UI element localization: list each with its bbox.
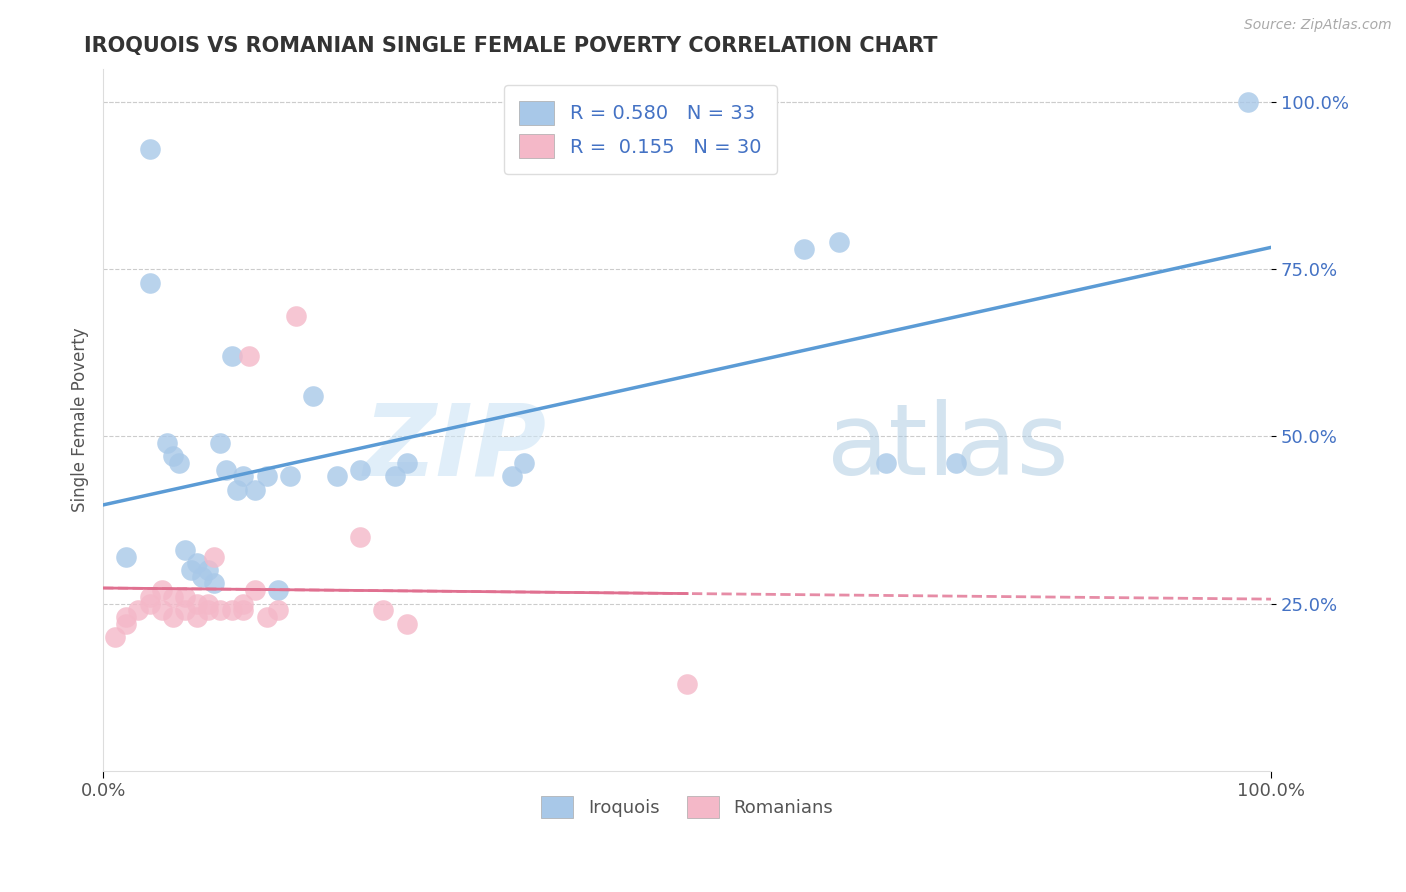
Point (278, 469, 301, 483)
Point (232, 597, 254, 611)
Point (191, 570, 214, 584)
Point (512, 456, 534, 470)
Point (173, 590, 195, 604)
Point (395, 456, 418, 470)
Point (267, 583, 290, 598)
Point (676, 677, 699, 691)
Point (1236, 95, 1258, 109)
Point (384, 469, 406, 483)
Text: IROQUOIS VS ROMANIAN SINGLE FEMALE POVERTY CORRELATION CHART: IROQUOIS VS ROMANIAN SINGLE FEMALE POVER… (84, 36, 938, 55)
Point (221, 349, 243, 363)
Point (208, 603, 231, 617)
Point (945, 456, 967, 470)
Point (215, 463, 238, 477)
Y-axis label: Single Female Poverty: Single Female Poverty (72, 327, 89, 512)
Point (221, 603, 243, 617)
Point (256, 469, 278, 483)
Point (243, 583, 266, 598)
Point (186, 597, 208, 611)
Point (349, 530, 371, 544)
Point (104, 630, 127, 644)
Point (197, 603, 219, 617)
Point (162, 450, 184, 464)
Text: Source: ZipAtlas.com: Source: ZipAtlas.com (1244, 18, 1392, 32)
Text: ZIP: ZIP (364, 400, 547, 496)
Point (828, 235, 851, 250)
Point (139, 590, 162, 604)
Point (156, 436, 179, 450)
Point (162, 610, 184, 624)
Point (302, 389, 325, 403)
Point (793, 242, 815, 256)
Point (208, 436, 231, 450)
Point (373, 603, 395, 617)
Point (150, 603, 173, 617)
Point (243, 483, 266, 497)
Point (267, 603, 290, 617)
Point (167, 456, 190, 470)
Point (150, 583, 173, 598)
Point (127, 603, 149, 617)
Point (115, 549, 138, 564)
Point (139, 276, 162, 290)
Point (325, 469, 347, 483)
Point (197, 597, 219, 611)
Point (162, 590, 184, 604)
Point (226, 483, 249, 497)
Point (232, 603, 254, 617)
Point (186, 610, 208, 624)
Point (173, 603, 195, 617)
Point (115, 610, 138, 624)
Point (202, 549, 225, 564)
Point (186, 557, 208, 571)
Point (139, 597, 162, 611)
Point (202, 576, 225, 591)
Point (256, 610, 278, 624)
Legend: Iroquois, Romanians: Iroquois, Romanians (534, 789, 841, 825)
Point (238, 349, 260, 363)
Point (349, 463, 371, 477)
Text: atlas: atlas (827, 400, 1069, 496)
Point (180, 563, 202, 577)
Point (875, 456, 897, 470)
Point (395, 616, 418, 631)
Point (232, 469, 254, 483)
Point (173, 543, 195, 558)
Point (284, 309, 307, 323)
Point (139, 142, 162, 156)
Point (197, 563, 219, 577)
Point (501, 469, 523, 483)
Point (115, 616, 138, 631)
